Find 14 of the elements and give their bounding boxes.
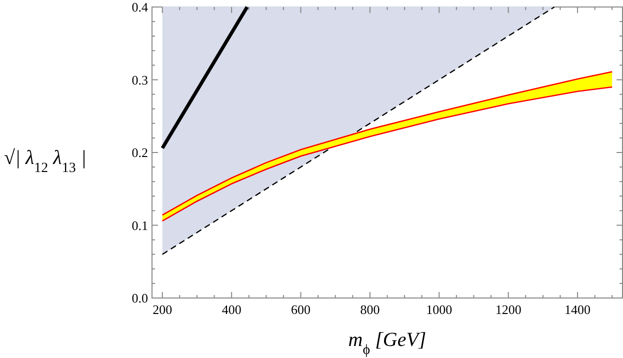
x-axis-title: m$_{ϕ}$ [GeV] [348, 329, 426, 358]
x-tick-label: 400 [222, 302, 242, 317]
x-tick-label: 1400 [564, 302, 591, 317]
y-tick-label: 0.1 [132, 218, 148, 233]
x-tick-label: 1200 [495, 302, 522, 317]
x-tick-label: 1000 [426, 302, 452, 317]
y-axis-title: √| λ$_{12}$ λ$_{13}$ | [4, 147, 86, 176]
y-tick-label: 0.2 [132, 145, 148, 160]
y-tick-label: 0.0 [132, 290, 148, 306]
x-tick-label: 800 [360, 302, 380, 317]
y-tick-label: 0.4 [132, 0, 148, 14]
x-tick-label: 200 [152, 302, 172, 317]
y-tick-label: 0.3 [132, 72, 148, 88]
x-tick-label: 600 [291, 302, 311, 317]
